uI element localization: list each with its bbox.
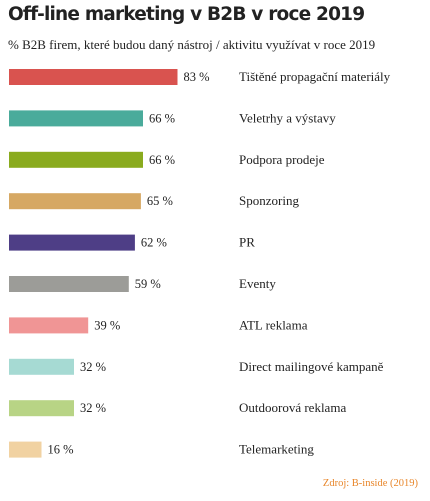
bar-value-label: 16 % bbox=[48, 443, 74, 457]
bar bbox=[9, 400, 74, 417]
bar bbox=[9, 317, 89, 334]
category-label: Tištěné propagační materiály bbox=[239, 69, 391, 84]
category-label: Veletrhy a výstavy bbox=[239, 110, 336, 125]
bar bbox=[9, 276, 129, 292]
bar-value-label: 62 % bbox=[141, 236, 167, 250]
category-label: Outdoorová reklama bbox=[239, 400, 346, 415]
bar-value-label: 32 % bbox=[80, 401, 106, 415]
bar bbox=[9, 151, 143, 168]
bar-value-label: 65 % bbox=[147, 194, 173, 208]
source-note: Zdroj: B-inside (2019) bbox=[322, 478, 418, 489]
chart-subtitle: % B2B firem, které budou daný nástroj / … bbox=[8, 37, 376, 52]
bar bbox=[9, 234, 135, 251]
category-label: Sponzoring bbox=[239, 193, 299, 208]
category-label: Eventy bbox=[239, 276, 276, 291]
bar bbox=[9, 110, 143, 127]
bar-value-label: 39 % bbox=[94, 318, 120, 332]
bar-value-label: 83 % bbox=[184, 70, 210, 84]
category-label: PR bbox=[239, 235, 255, 250]
category-label: ATL reklama bbox=[239, 317, 308, 332]
category-label: Direct mailingové kampaně bbox=[239, 359, 384, 374]
category-label: Podpora prodeje bbox=[239, 152, 325, 167]
bar-value-label: 59 % bbox=[135, 277, 161, 291]
bar-value-label: 66 % bbox=[149, 153, 175, 167]
bar bbox=[9, 358, 74, 375]
bar bbox=[9, 69, 178, 85]
category-label: Telemarketing bbox=[239, 442, 314, 457]
bar-value-label: 32 % bbox=[80, 360, 106, 374]
chart-title: Off-line marketing v B2B v roce 2019 bbox=[8, 4, 365, 25]
bar bbox=[9, 441, 42, 458]
bar bbox=[9, 193, 141, 210]
bar-value-label: 66 % bbox=[149, 111, 175, 125]
